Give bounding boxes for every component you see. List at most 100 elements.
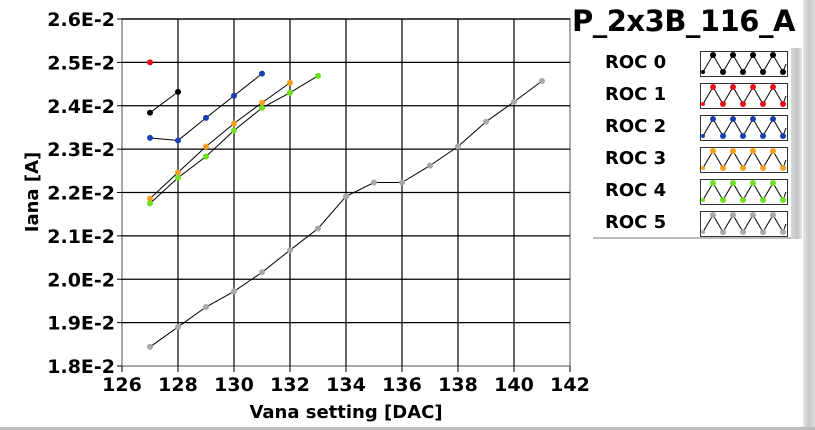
data-point (147, 109, 153, 116)
legend-marker (710, 212, 716, 218)
legend-marker (770, 212, 776, 218)
legend-marker (780, 133, 786, 139)
legend-marker (750, 116, 756, 122)
legend-line (702, 214, 787, 234)
data-point (175, 174, 181, 181)
legend-label: ROC 1 (605, 84, 667, 105)
data-point (231, 92, 237, 99)
y-tick-label: 2.4E-2 (47, 96, 115, 118)
legend-item: ROC 3 (593, 146, 791, 173)
legend-marker (760, 133, 766, 139)
legend-marker (701, 70, 705, 74)
series-roc-3 (147, 79, 293, 202)
data-point (427, 162, 433, 169)
data-point (231, 120, 237, 127)
y-tick-label: 2.6E-2 (47, 9, 115, 31)
series-roc-2 (147, 70, 265, 144)
series-roc-0 (147, 88, 181, 116)
legend-swatch (700, 51, 788, 77)
data-point (259, 269, 265, 276)
y-tick-label: 1.9E-2 (47, 313, 115, 335)
legend-marker (750, 84, 756, 90)
series-group (147, 59, 545, 350)
legend-marker (780, 197, 786, 203)
data-point (259, 70, 265, 77)
legend-marker (740, 101, 746, 107)
data-point (175, 137, 181, 144)
legend-marker (710, 148, 716, 154)
x-tick-label: 142 (550, 374, 590, 396)
legend-marker (750, 148, 756, 154)
legend-marker (750, 212, 756, 218)
legend-marker (730, 180, 736, 186)
window-scrollbar[interactable] (803, 0, 815, 430)
legend-marker (710, 180, 716, 186)
x-tick-label: 140 (494, 374, 534, 396)
legend-marker (740, 197, 746, 203)
data-point (203, 143, 209, 150)
legend-item: ROC 2 (593, 114, 791, 141)
x-tick-label: 132 (270, 374, 310, 396)
x-tick-label: 136 (382, 374, 422, 396)
x-tick-label: 138 (438, 374, 478, 396)
legend-marker (770, 148, 776, 154)
legend-marker (710, 52, 716, 58)
y-tick-label: 2.2E-2 (47, 183, 115, 205)
legend-marker (780, 229, 786, 235)
legend-swatch (700, 211, 788, 237)
legend-marker (780, 69, 786, 75)
data-point (203, 114, 209, 121)
data-point (259, 99, 265, 106)
legend-marker (740, 165, 746, 171)
legend-marker (730, 116, 736, 122)
data-point (203, 153, 209, 160)
chart-title: P_2x3B_116_A (572, 4, 795, 38)
y-tick-label: 2.5E-2 (47, 52, 115, 74)
window-bottom-border (0, 427, 815, 430)
y-tick-label: 2.1E-2 (47, 226, 115, 248)
legend-marker (710, 116, 716, 122)
legend-marker (770, 116, 776, 122)
legend-line (702, 182, 787, 202)
legend-marker (760, 229, 766, 235)
legend-swatch (700, 83, 788, 109)
data-point (371, 179, 377, 186)
data-point (511, 98, 517, 105)
legend-scrollbar[interactable] (791, 48, 802, 239)
data-point (175, 169, 181, 176)
legend-marker (701, 166, 705, 170)
legend-marker (780, 165, 786, 171)
legend-label: ROC 3 (605, 148, 667, 169)
legend-label: ROC 5 (605, 212, 667, 233)
legend-marker (740, 133, 746, 139)
legend-marker (720, 197, 726, 203)
data-point (175, 323, 181, 330)
data-point (287, 247, 293, 254)
legend-marker (740, 229, 746, 235)
series-roc-4 (147, 72, 321, 207)
legend-marker (730, 52, 736, 58)
legend-item: ROC 1 (593, 82, 791, 109)
legend-label: ROC 2 (605, 116, 667, 137)
data-point (315, 72, 321, 79)
legend-marker (720, 133, 726, 139)
legend-marker (730, 84, 736, 90)
legend-marker (720, 101, 726, 107)
legend-marker (740, 69, 746, 75)
legend-swatch (700, 115, 788, 141)
data-point (147, 134, 153, 141)
series-line (149, 91, 179, 114)
x-axis: 126 128 130 132 134 136 138 140 142 (102, 366, 590, 396)
legend-swatch (700, 179, 788, 205)
data-point (483, 118, 489, 125)
series-roc-5 (147, 78, 545, 350)
legend-marker (750, 180, 756, 186)
legend-marker (760, 197, 766, 203)
legend-marker (730, 148, 736, 154)
data-point (231, 127, 237, 134)
legend-marker (701, 134, 705, 138)
data-point (287, 79, 293, 86)
legend: ROC 0 ROC 1 ROC 2 ROC 3 ROC 4 ROC 5 (593, 48, 791, 239)
legend-marker (701, 230, 705, 234)
